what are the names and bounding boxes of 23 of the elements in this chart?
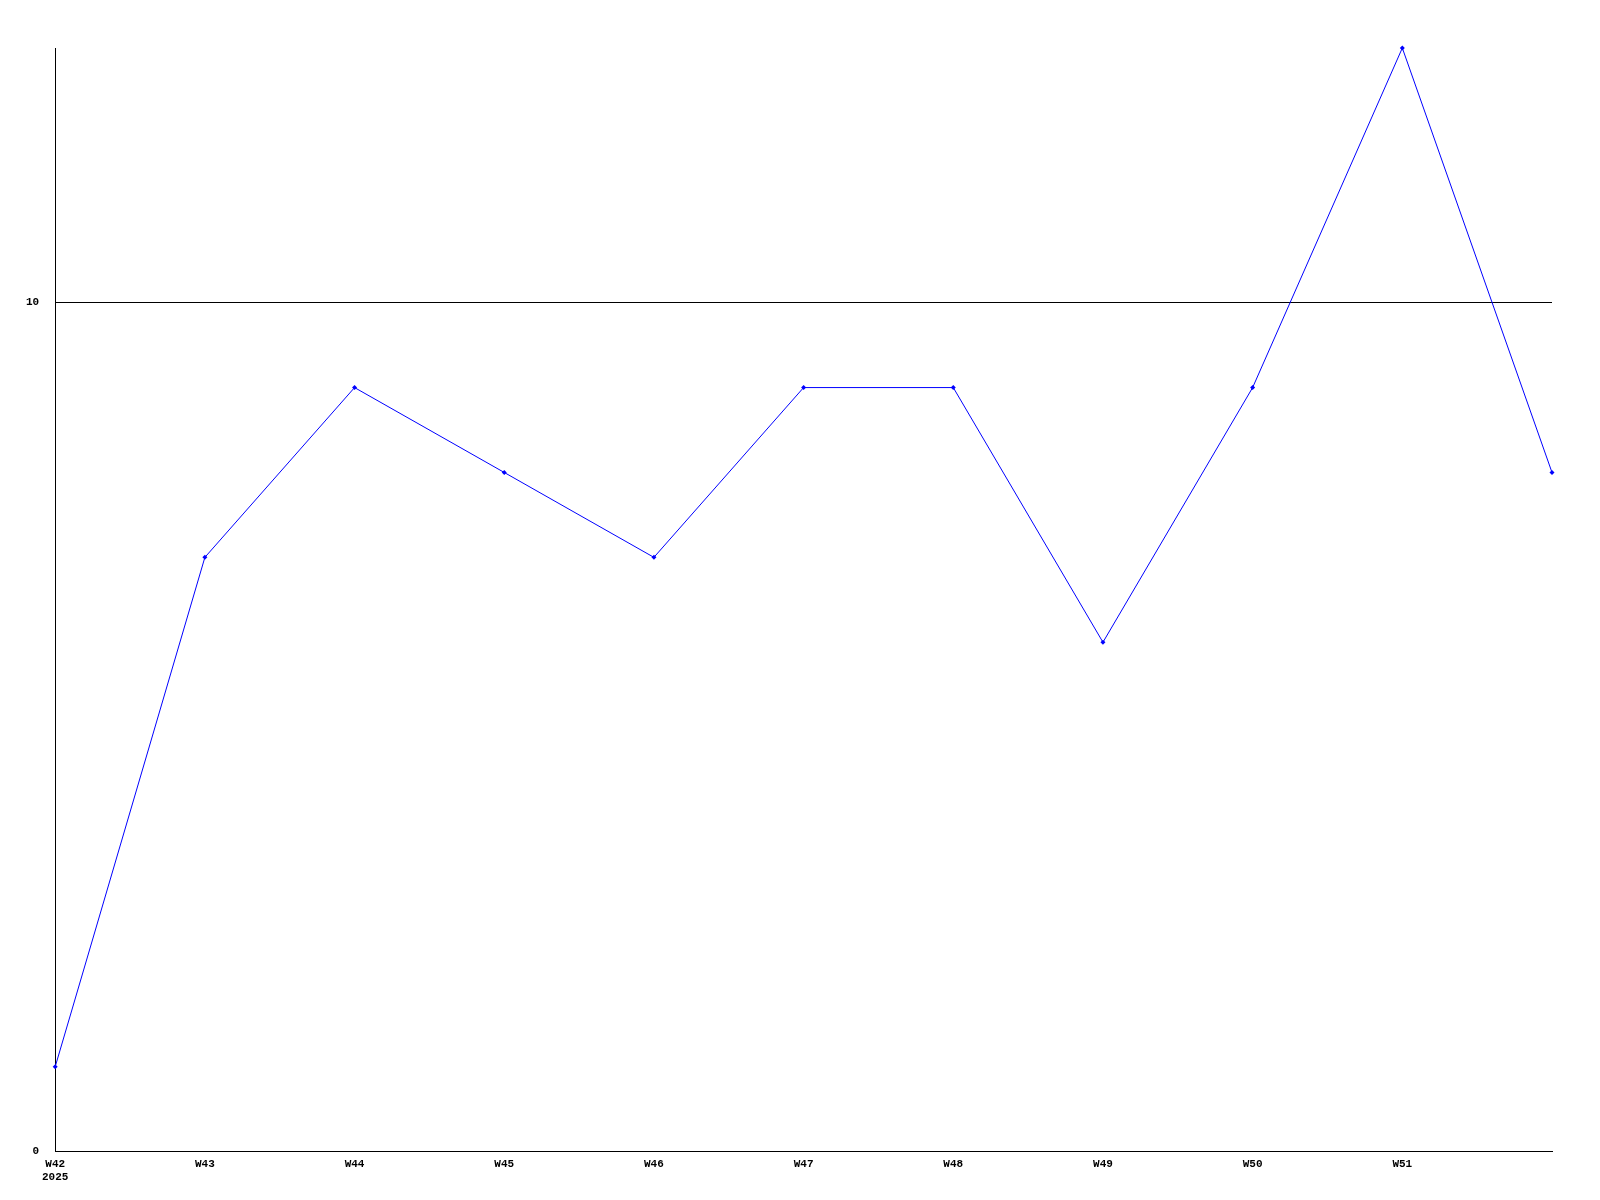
x-tick-label: W49 [1093,1157,1113,1170]
point [1250,385,1256,391]
x-tick-label: W48 [943,1157,964,1170]
point [1549,469,1555,475]
y-tick-label: 0 [32,1145,40,1158]
point [202,554,208,560]
point [501,469,507,475]
x-tick-label: W45 [494,1157,515,1170]
x-tick-label: W47 [793,1157,814,1170]
y-tick-label: 10 [26,296,40,309]
point [52,1064,58,1070]
x-tick-label: W42 2025 [42,1157,69,1184]
x-tick-label: W51 [1392,1157,1413,1170]
x-tick-label: W44 [344,1157,365,1170]
point [950,385,956,391]
point [1399,45,1405,51]
x-tick-label: W46 [644,1157,664,1170]
x-tick-label: W50 [1242,1157,1263,1170]
point [1100,639,1106,645]
point [651,554,657,560]
point [352,385,358,391]
point [801,385,807,391]
x-tick-label: W43 [194,1157,216,1170]
